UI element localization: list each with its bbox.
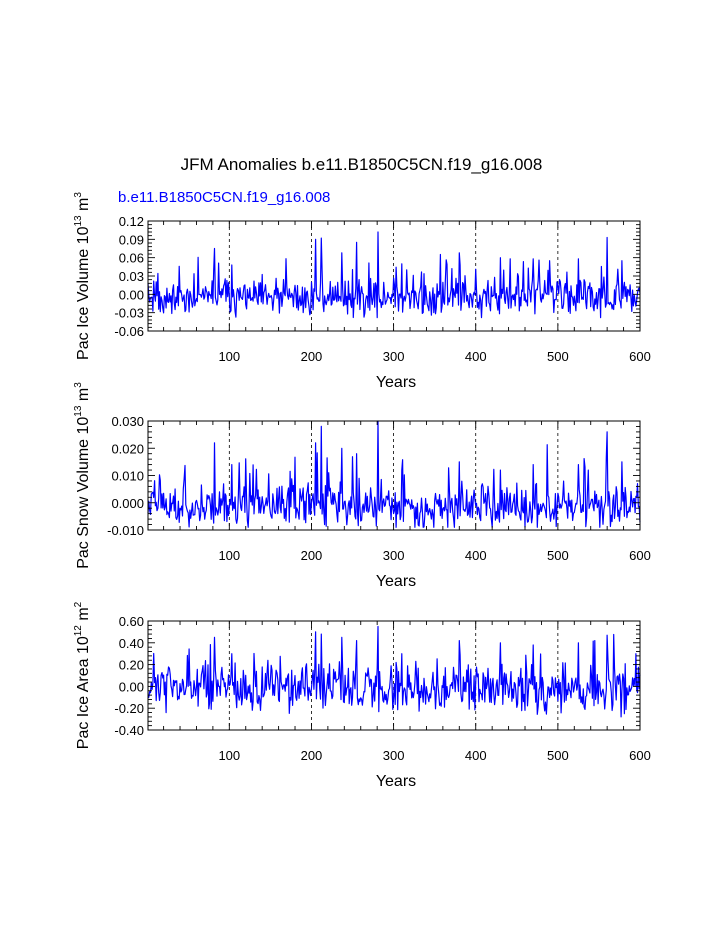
y-axis-label: Pac Ice Volume 1013 m3 xyxy=(73,192,92,360)
x-tick-label: 600 xyxy=(629,349,651,364)
page-title: JFM Anomalies b.e11.B1850C5CN.f19_g16.00… xyxy=(180,155,543,174)
y-tick-label: 0.010 xyxy=(111,469,144,484)
x-tick-label: 100 xyxy=(218,748,240,763)
x-tick-label: 500 xyxy=(547,349,569,364)
x-tick-label: 500 xyxy=(547,748,569,763)
y-tick-label: -0.40 xyxy=(114,723,144,738)
y-tick-label: 0.00 xyxy=(119,287,144,302)
x-tick-label: 600 xyxy=(629,748,651,763)
x-tick-label: 300 xyxy=(383,548,405,563)
chart-panel-1: 100 200 300 400 500 600 -0.06 -0.03 0.00 0.03 0.06… xyxy=(73,192,651,391)
y-tick-label: -0.03 xyxy=(114,306,144,321)
chart-panel-3: 100 200 300 400 500 600 -0.40 -0.20 0.00 0.20 0.40… xyxy=(73,601,651,790)
series-line-2 xyxy=(147,420,641,528)
x-tick-label: 400 xyxy=(465,349,487,364)
y-tick-label: 0.03 xyxy=(119,269,144,284)
x-tick-label: 400 xyxy=(465,548,487,563)
y-tick-label: 0.40 xyxy=(119,636,144,651)
x-tick-label: 300 xyxy=(383,349,405,364)
y-tick-label: 0.20 xyxy=(119,658,144,673)
plot-frame xyxy=(147,620,641,731)
y-tick-label: 0.60 xyxy=(119,614,144,629)
x-tick-label: 200 xyxy=(301,548,323,563)
y-tick-label: 0.000 xyxy=(111,496,144,511)
x-tick-label: 100 xyxy=(218,548,240,563)
y-tick-label: -0.20 xyxy=(114,701,144,716)
y-tick-label: 0.030 xyxy=(111,414,144,429)
y-tick-label: 0.09 xyxy=(119,232,144,247)
y-tick-label: 0.06 xyxy=(119,251,144,266)
x-tick-label: 200 xyxy=(301,349,323,364)
x-tick-label: 100 xyxy=(218,349,240,364)
x-tick-label: 500 xyxy=(547,548,569,563)
y-axis-label: Pac Ice Area 1012 m2 xyxy=(73,601,92,749)
run-label: b.e11.B1850C5CN.f19_g16.008 xyxy=(118,189,331,206)
y-tick-label: 0.00 xyxy=(119,679,144,694)
chart-panel-2: 100 200 300 400 500 600 -0.010 0.000 0.010 0.020 0… xyxy=(73,382,651,590)
x-tick-label: 600 xyxy=(629,548,651,563)
x-tick-label: 400 xyxy=(465,748,487,763)
y-tick-label: 0.12 xyxy=(119,214,144,229)
series-line-1 xyxy=(147,231,641,319)
series-line-3 xyxy=(147,625,641,718)
y-tick-label: -0.06 xyxy=(114,324,144,339)
y-tick-label: 0.020 xyxy=(111,441,144,456)
y-axis-label: Pac Snow Volume 1013 m3 xyxy=(73,382,92,569)
x-tick-label: 300 xyxy=(383,748,405,763)
x-axis-label: Years xyxy=(376,573,416,590)
x-tick-label: 200 xyxy=(301,748,323,763)
x-axis-label: Years xyxy=(376,773,416,790)
y-tick-label: -0.010 xyxy=(107,523,144,538)
x-axis-label: Years xyxy=(376,374,416,391)
